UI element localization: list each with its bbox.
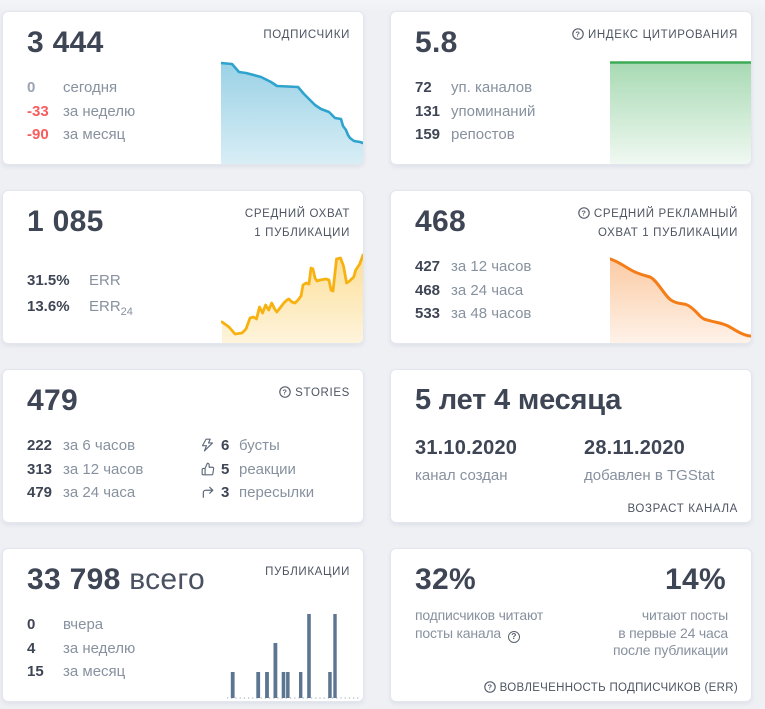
svg-text:?: ? (575, 29, 580, 38)
svg-text:?: ? (581, 208, 586, 217)
svg-text:?: ? (283, 387, 288, 396)
svg-text:?: ? (487, 683, 492, 692)
